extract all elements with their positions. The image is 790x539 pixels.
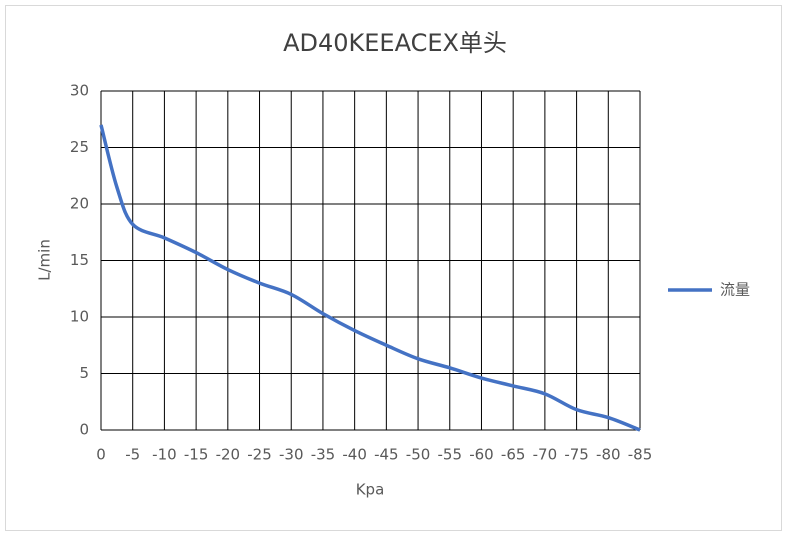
- y-tick-label: 25: [70, 138, 89, 156]
- legend-label: 流量: [720, 281, 750, 299]
- y-tick-label: 10: [70, 308, 89, 326]
- x-tick-label: -40: [342, 446, 367, 464]
- x-tick-label: -80: [596, 446, 621, 464]
- x-axis-label: Kpa: [356, 481, 385, 499]
- x-tick-label: -15: [184, 446, 209, 464]
- x-tick-label: -30: [279, 446, 304, 464]
- x-tick-label: -85: [628, 446, 653, 464]
- y-axis-label: L/min: [36, 239, 54, 281]
- x-tick-label: -55: [438, 446, 463, 464]
- y-tick-label: 0: [79, 421, 89, 439]
- y-tick-label: 30: [70, 82, 89, 100]
- x-tick-label: -35: [311, 446, 336, 464]
- x-tick-label: -65: [501, 446, 526, 464]
- y-tick-label: 15: [70, 251, 89, 269]
- x-tick-label: -25: [247, 446, 272, 464]
- y-tick-label: 5: [79, 364, 89, 382]
- y-tick-label: 20: [70, 195, 89, 213]
- x-tick-label: -75: [564, 446, 589, 464]
- chart-border: [5, 5, 782, 531]
- chart-title: AD40KEEACEX单头: [283, 29, 507, 57]
- x-tick-label: -50: [406, 446, 431, 464]
- x-tick-label: -70: [533, 446, 558, 464]
- x-tick-label: -45: [374, 446, 399, 464]
- x-tick-label: -5: [125, 446, 140, 464]
- x-tick-label: -10: [152, 446, 177, 464]
- x-tick-label: -60: [469, 446, 494, 464]
- x-tick-label: 0: [96, 446, 106, 464]
- x-tick-label: -20: [216, 446, 241, 464]
- series-line: [99, 124, 641, 432]
